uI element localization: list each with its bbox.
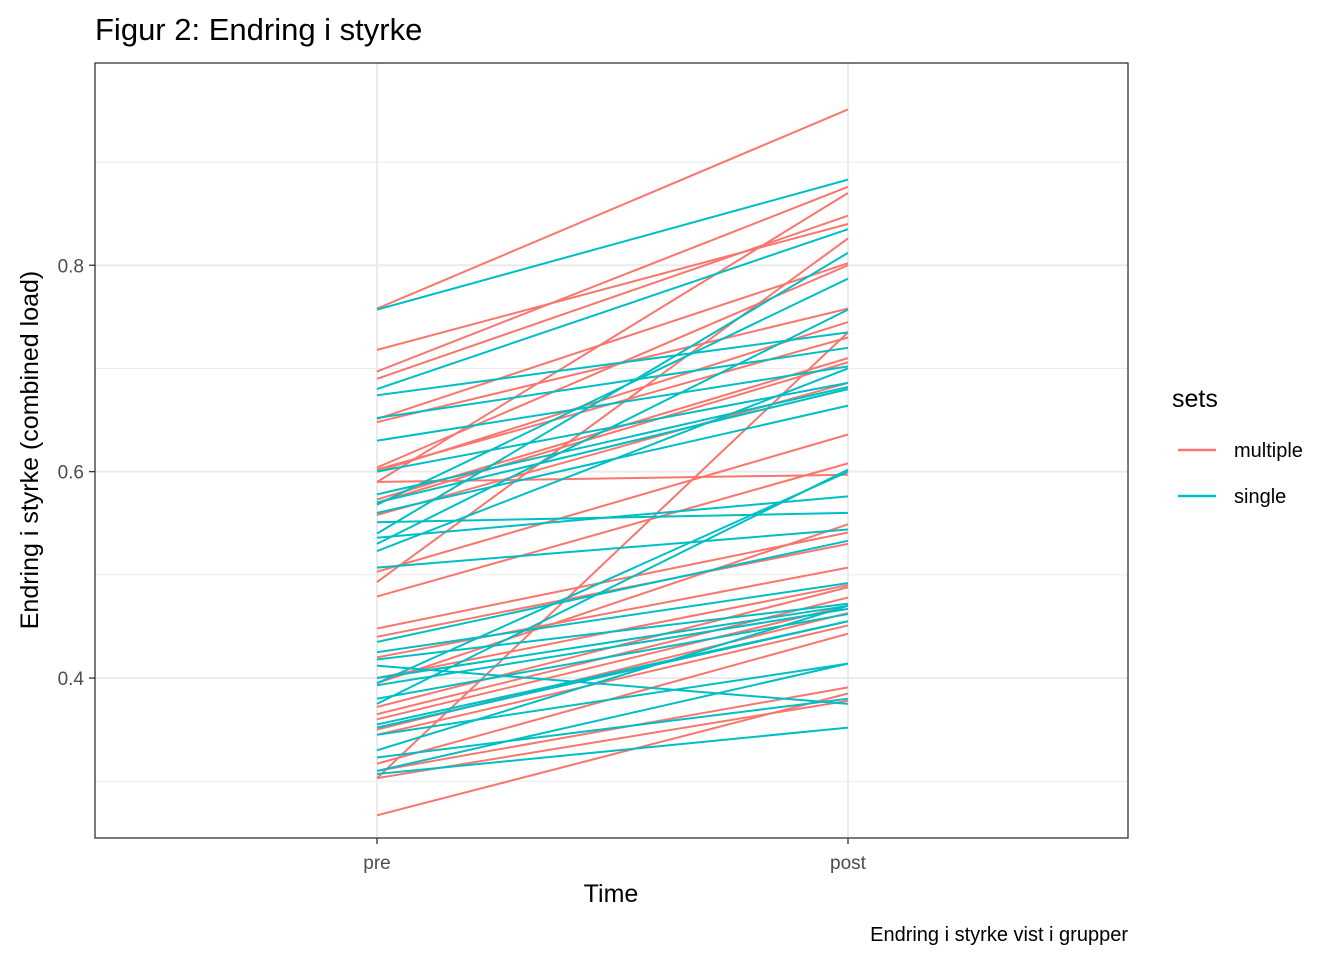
- line-multiple: [376, 331, 849, 779]
- legend-title: sets: [1172, 385, 1218, 413]
- line-multiple: [376, 542, 849, 638]
- line-multiple: [376, 223, 849, 351]
- line-single: [376, 386, 849, 496]
- y-tick-label: 0.4: [58, 669, 85, 690]
- line-single: [376, 308, 849, 545]
- line-multiple: [376, 108, 849, 310]
- series-single: [376, 178, 849, 776]
- line-single: [376, 470, 849, 685]
- line-multiple: [376, 433, 849, 573]
- y-axis: 0.4 0.6 0.8: [58, 256, 95, 690]
- line-single: [376, 388, 849, 504]
- x-axis: pre post: [363, 838, 867, 874]
- line-multiple: [376, 523, 849, 685]
- line-single: [376, 726, 849, 776]
- legend-label-single: single: [1234, 486, 1286, 508]
- line-single: [376, 582, 849, 654]
- line-single: [376, 252, 849, 535]
- line-multiple: [376, 361, 849, 504]
- line-single: [376, 495, 849, 539]
- line-multiple: [376, 604, 849, 721]
- line-multiple: [376, 624, 849, 736]
- line-single: [376, 604, 849, 680]
- y-tick-label: 0.6: [58, 463, 84, 484]
- line-single: [376, 365, 849, 442]
- legend-label-multiple: multiple: [1234, 440, 1303, 462]
- line-multiple: [376, 321, 849, 473]
- line-multiple: [376, 531, 849, 630]
- chart-title: Figur 2: Endring i styrke: [95, 12, 422, 47]
- line-single: [376, 607, 849, 687]
- line-single: [376, 662, 849, 736]
- line-single: [376, 602, 849, 661]
- line-single: [376, 277, 849, 506]
- legend: sets multiple single: [1172, 385, 1303, 508]
- series-multiple: [376, 108, 849, 817]
- x-tick-label-pre: pre: [363, 853, 390, 874]
- line-single: [376, 178, 849, 311]
- minor-gridlines: [95, 161, 1128, 782]
- line-single: [376, 613, 849, 700]
- line-single: [376, 697, 849, 759]
- line-multiple: [376, 462, 849, 598]
- line-single: [376, 539, 849, 643]
- plot-background: [95, 63, 1128, 838]
- line-single: [376, 620, 849, 729]
- line-single: [376, 367, 849, 553]
- line-multiple: [376, 566, 849, 659]
- line-multiple: [376, 262, 849, 420]
- line-multiple: [376, 692, 849, 817]
- y-axis-title: Endring i styrke (combined load): [16, 271, 44, 630]
- line-single: [376, 346, 849, 419]
- line-multiple: [376, 473, 849, 483]
- y-tick-label: 0.8: [58, 256, 84, 277]
- line-multiple: [376, 185, 849, 373]
- line-multiple: [376, 192, 849, 483]
- line-single: [376, 662, 849, 772]
- chart-caption: Endring i styrke vist i grupper: [870, 924, 1128, 946]
- line-multiple: [376, 686, 849, 772]
- line-multiple: [376, 214, 849, 380]
- line-multiple: [376, 237, 849, 583]
- line-single: [376, 331, 849, 397]
- plot-panel-border: [94, 62, 1129, 839]
- x-tick-label-post: post: [830, 853, 867, 874]
- x-axis-title: Time: [584, 880, 639, 908]
- line-single: [376, 604, 849, 752]
- line-single: [376, 228, 849, 391]
- line-single: [376, 528, 849, 569]
- line-single: [376, 468, 849, 705]
